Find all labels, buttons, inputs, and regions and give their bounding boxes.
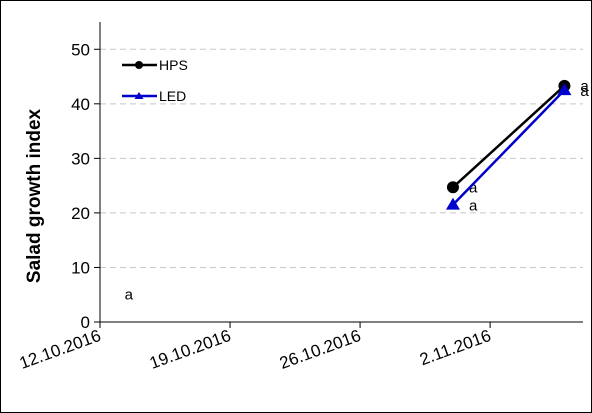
data-point: [557, 83, 572, 96]
x-tick-label: 12.10.2016: [17, 326, 103, 373]
x-tick-labels: 12.10.2016 19.10.2016 26.10.2016 2.11.2016: [17, 326, 494, 373]
legend-marker: [134, 92, 144, 99]
y-tick-label: 0: [81, 313, 90, 332]
x-tick-label: 19.10.2016: [147, 326, 233, 373]
data-label: a: [580, 83, 589, 100]
y-tick-label: 20: [71, 204, 90, 223]
y-tick-label: 30: [71, 149, 90, 168]
axes: [94, 22, 583, 328]
y-tick-label: 10: [71, 258, 90, 277]
legend-item-hps: HPS: [122, 57, 188, 73]
data-point: [446, 181, 459, 194]
data-label: a: [580, 78, 589, 95]
legend: HPS LED: [122, 57, 188, 104]
legend-item-led: LED: [122, 88, 186, 104]
y-tick-label: 40: [71, 95, 90, 114]
gridlines: [100, 48, 583, 268]
data-label: a: [469, 179, 478, 196]
legend-label: HPS: [159, 57, 188, 73]
y-axis-label: Salad growth index: [24, 108, 45, 283]
data-point: [445, 197, 460, 210]
annotation: a: [125, 287, 134, 304]
x-tick-label: 2.11.2016: [417, 326, 493, 369]
y-tick-labels: 0 10 20 30 40 50: [71, 40, 90, 332]
x-tick-label: 26.10.2016: [277, 326, 363, 373]
y-tick-label: 50: [71, 40, 90, 59]
legend-label: LED: [159, 88, 186, 104]
legend-marker: [135, 61, 143, 69]
series-line: [452, 84, 566, 189]
series-led: aa: [445, 83, 589, 215]
annotations: a: [125, 287, 134, 304]
series-line: [452, 89, 566, 206]
data-label: a: [469, 198, 478, 215]
